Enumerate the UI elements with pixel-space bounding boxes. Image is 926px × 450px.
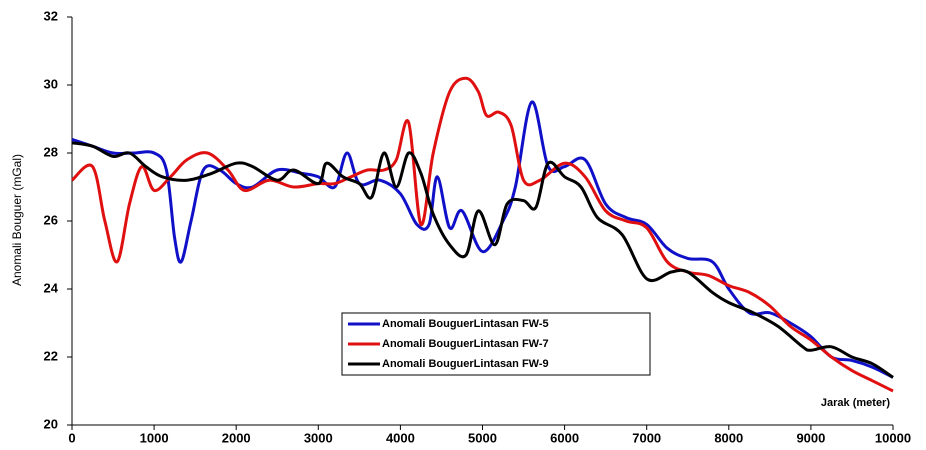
x-tick-label: 10000 <box>875 430 911 445</box>
data-line <box>71 141 894 379</box>
x-tick-label: 8000 <box>714 430 743 445</box>
x-tick-label: 4000 <box>386 430 415 445</box>
x-tick-label: 2000 <box>222 430 251 445</box>
y-tick-label: 20 <box>44 416 58 431</box>
legend-label: Anomali BouguerLintasan FW-5 <box>382 318 549 330</box>
x-tick-label: 6000 <box>550 430 579 445</box>
x-tick-label: 5000 <box>468 430 497 445</box>
y-tick-label: 32 <box>44 8 58 23</box>
y-tick-label: 26 <box>44 212 58 227</box>
x-tick-label: 3000 <box>304 430 333 445</box>
x-tick-label: 1000 <box>140 430 169 445</box>
y-axis-label: Anomali Bouguer (mGal) <box>10 154 24 286</box>
legend-label: Anomali BouguerLintasan FW-7 <box>382 338 549 350</box>
y-tick-label: 30 <box>44 76 58 91</box>
x-tick-label: 0 <box>68 430 75 445</box>
data-line <box>71 100 894 379</box>
x-axis-label: Jarak (meter) <box>821 397 890 409</box>
y-tick-label: 24 <box>44 280 59 295</box>
x-tick-label: 7000 <box>632 430 661 445</box>
y-tick-label: 22 <box>44 348 58 363</box>
data-line <box>70 76 894 393</box>
x-tick-label: 9000 <box>796 430 825 445</box>
legend-label: Anomali BouguerLintasan FW-9 <box>382 358 549 370</box>
legend-box <box>341 312 651 376</box>
y-tick-label: 28 <box>44 144 58 159</box>
